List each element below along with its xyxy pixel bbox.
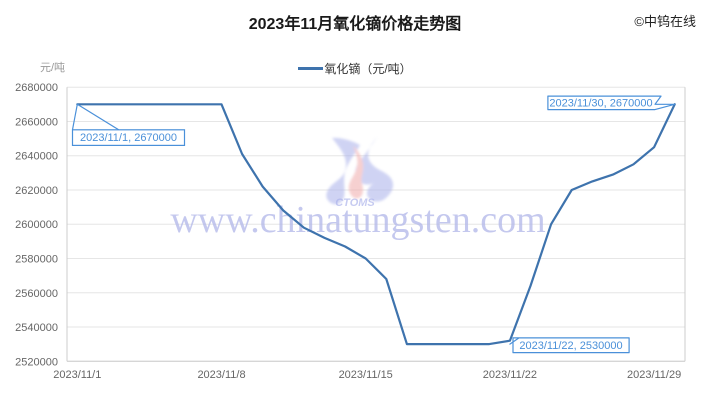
svg-text:2660000: 2660000 <box>15 117 58 129</box>
svg-text:2640000: 2640000 <box>15 151 58 163</box>
svg-text:2023/11/1: 2023/11/1 <box>53 369 101 381</box>
svg-text:2560000: 2560000 <box>15 288 58 300</box>
svg-text:www.chinatungsten.com: www.chinatungsten.com <box>170 199 545 241</box>
svg-text:2620000: 2620000 <box>15 185 58 197</box>
svg-text:2540000: 2540000 <box>15 322 58 334</box>
svg-text:2023/11/8: 2023/11/8 <box>197 369 245 381</box>
svg-text:2023/11/30, 2670000: 2023/11/30, 2670000 <box>549 98 652 110</box>
svg-text:2023/11/22: 2023/11/22 <box>483 369 537 381</box>
svg-text:2023/11/22, 2530000: 2023/11/22, 2530000 <box>519 340 622 352</box>
svg-text:2580000: 2580000 <box>15 254 58 266</box>
svg-text:2023/11/15: 2023/11/15 <box>339 369 393 381</box>
svg-text:2023/11/1, 2670000: 2023/11/1, 2670000 <box>80 132 177 144</box>
svg-text:2600000: 2600000 <box>15 219 58 231</box>
svg-text:元/吨: 元/吨 <box>40 61 65 74</box>
svg-text:2023/11/29: 2023/11/29 <box>627 369 681 381</box>
svg-text:2520000: 2520000 <box>15 356 58 368</box>
svg-text:2680000: 2680000 <box>15 82 58 94</box>
